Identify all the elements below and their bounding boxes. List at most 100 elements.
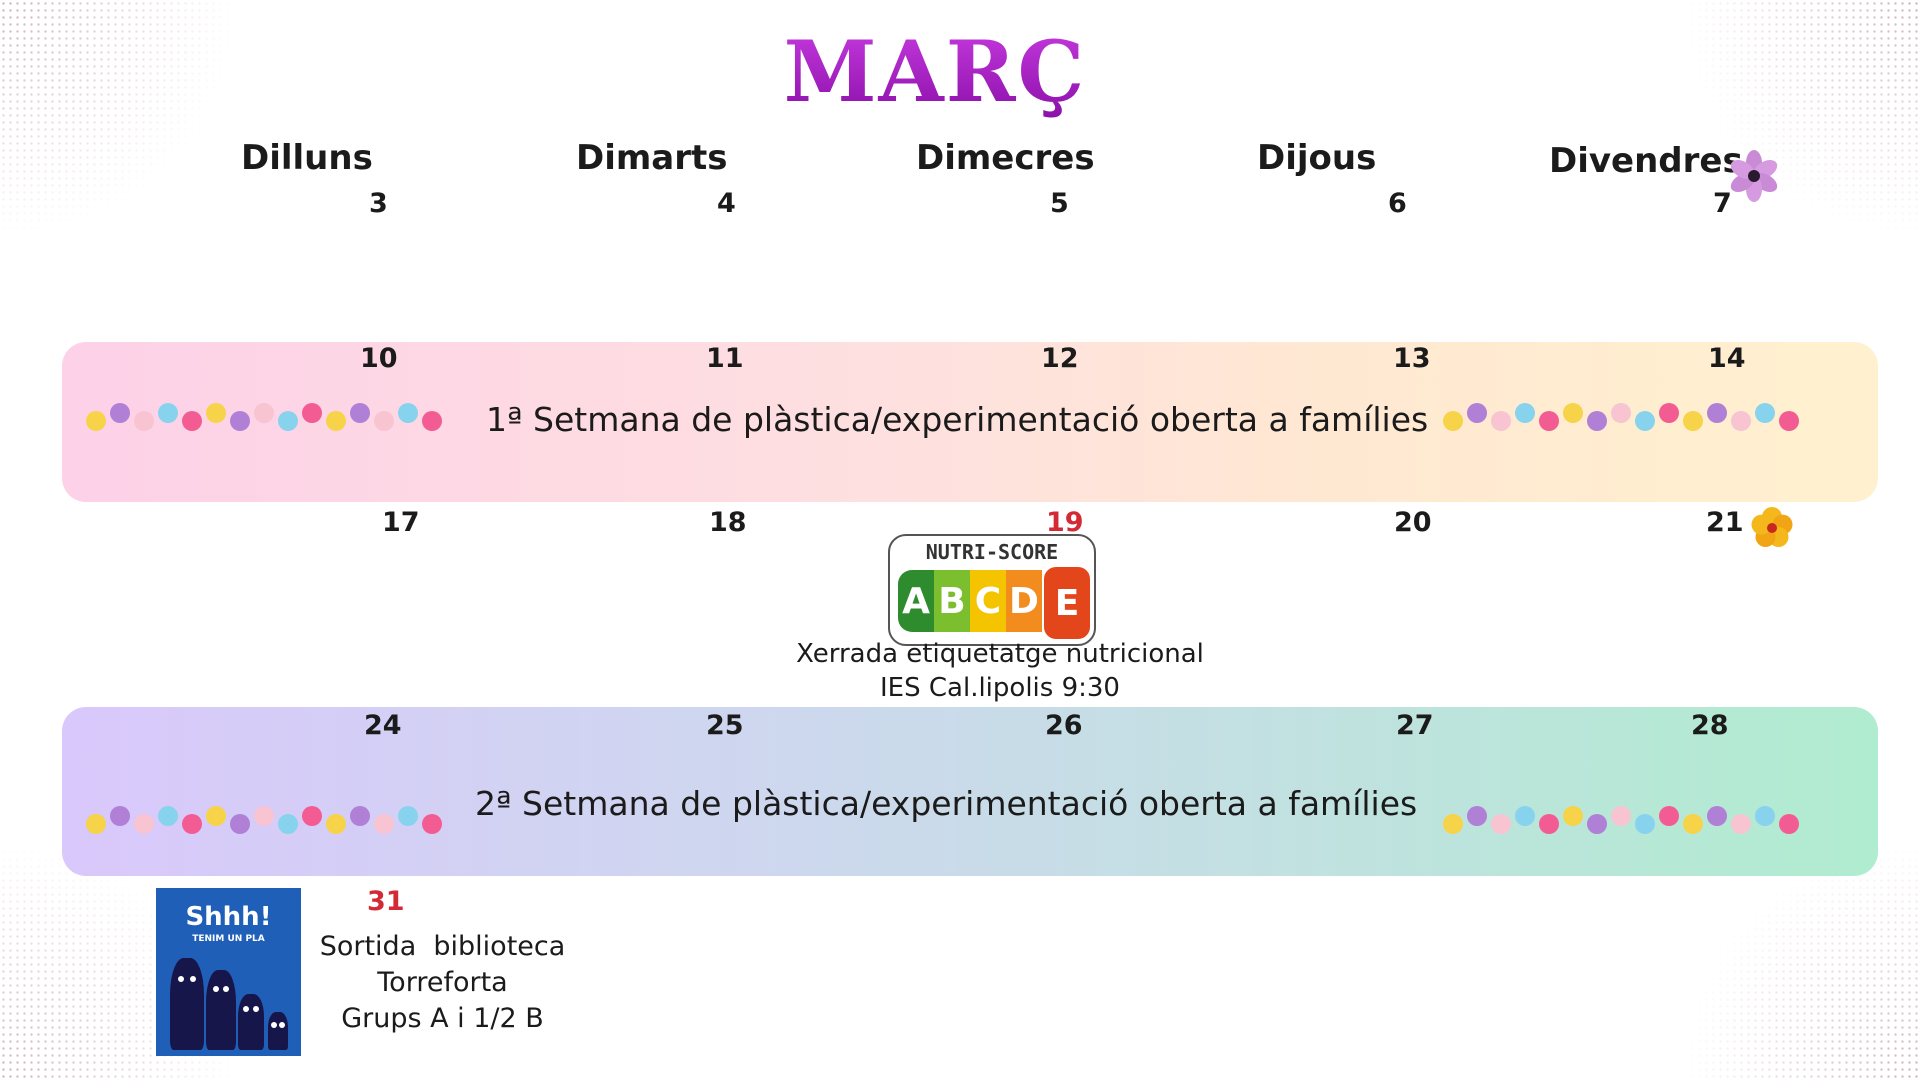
day-number: 11 (706, 343, 744, 374)
day-number: 26 (1045, 710, 1083, 741)
day-number: 10 (360, 343, 398, 374)
garland-dot (326, 814, 346, 834)
garland-dot (278, 411, 298, 431)
nutri-grade: D (1006, 570, 1042, 632)
day-number: 25 (706, 710, 744, 741)
dot-garland-right (1443, 806, 1799, 834)
week-band-2 (62, 707, 1878, 876)
day-number: 6 (1388, 188, 1407, 219)
garland-dot (398, 403, 418, 423)
garland-dot (1539, 411, 1559, 431)
day-number: 3 (369, 188, 388, 219)
garland-dot (1755, 403, 1775, 423)
outing-line-2: Torreforta (377, 967, 508, 998)
day-number: 27 (1396, 710, 1434, 741)
nutri-score-label: NUTRI-SCORE (925, 540, 1059, 564)
book-figure (268, 1012, 288, 1050)
band-1-text: 1ª Setmana de plàstica/experimentació ob… (486, 400, 1429, 439)
garland-dot (1635, 411, 1655, 431)
garland-dot (374, 411, 394, 431)
dot-garland-left (86, 403, 442, 431)
weekday-wednesday: Dimecres (916, 138, 1095, 178)
outing-line-1: Sortida biblioteca (319, 931, 566, 962)
garland-dot (374, 814, 394, 834)
garland-dot (1515, 806, 1535, 826)
dot-garland-right (1443, 403, 1799, 431)
garland-dot (302, 806, 322, 826)
garland-dot (254, 403, 274, 423)
day-number: 28 (1691, 710, 1729, 741)
book-title: Shhh! (185, 902, 272, 932)
month-title: MARÇ (0, 22, 1870, 121)
garland-dot (1467, 806, 1487, 826)
weekday-monday: Dilluns (241, 138, 373, 178)
day-number: 12 (1041, 343, 1079, 374)
day-number-highlighted: 19 (1046, 507, 1084, 538)
garland-dot (350, 403, 370, 423)
day-number: 5 (1050, 188, 1069, 219)
yellow-flower-icon (1751, 507, 1793, 547)
garland-dot (134, 814, 154, 834)
decorative-dots-bottom-right (1680, 840, 1920, 1080)
garland-dot (1491, 814, 1511, 834)
nutri-grade: A (898, 570, 934, 632)
garland-dot (1683, 814, 1703, 834)
garland-dot (1467, 403, 1487, 423)
garland-dot (1755, 806, 1775, 826)
garland-dot (398, 806, 418, 826)
garland-dot (1515, 403, 1535, 423)
garland-dot (350, 806, 370, 826)
nutri-score-logo: NUTRI-SCORE A B C D E (888, 534, 1096, 646)
garland-dot (1587, 814, 1607, 834)
dot-garland-left (86, 806, 442, 834)
weekday-friday: Divendres (1549, 141, 1743, 181)
garland-dot (1443, 814, 1463, 834)
talk-line-2: IES Cal.lipolis 9:30 (880, 673, 1120, 703)
garland-dot (182, 411, 202, 431)
garland-dot (230, 814, 250, 834)
band-2-text: 2ª Setmana de plàstica/experimentació ob… (475, 784, 1418, 823)
garland-dot (1779, 814, 1799, 834)
day-number: 7 (1713, 188, 1732, 219)
garland-dot (206, 806, 226, 826)
book-figure (170, 958, 204, 1050)
day-number: 21 (1706, 507, 1744, 538)
talk-line-1: Xerrada etiquetatge nutricional (796, 639, 1204, 669)
day-number: 18 (709, 507, 747, 538)
weekday-tuesday: Dimarts (576, 138, 728, 178)
day-number: 17 (382, 507, 420, 538)
garland-dot (278, 814, 298, 834)
garland-dot (110, 403, 130, 423)
day-number: 14 (1708, 343, 1746, 374)
garland-dot (206, 403, 226, 423)
nutri-grade: B (934, 570, 970, 632)
garland-dot (158, 806, 178, 826)
book-figure (238, 994, 264, 1050)
garland-dot (1779, 411, 1799, 431)
garland-dot (158, 403, 178, 423)
book-figure (206, 970, 236, 1050)
garland-dot (1563, 806, 1583, 826)
garland-dot (1707, 806, 1727, 826)
purple-flower-icon (1730, 150, 1778, 202)
garland-dot (86, 814, 106, 834)
talk-caption: Xerrada etiquetatge nutricional IES Cal.… (790, 637, 1210, 705)
outing-line-3: Grups A i 1/2 B (341, 1003, 544, 1034)
day-number: 24 (364, 710, 402, 741)
nutri-grade: C (970, 570, 1006, 632)
day-number: 13 (1393, 343, 1431, 374)
garland-dot (86, 411, 106, 431)
garland-dot (1611, 403, 1631, 423)
day-number: 20 (1394, 507, 1432, 538)
day-number-highlighted: 31 (367, 886, 405, 917)
garland-dot (422, 814, 442, 834)
book-subtitle: TENIM UN PLA (192, 934, 265, 944)
garland-dot (326, 411, 346, 431)
outing-caption: Sortida biblioteca Torreforta Grups A i … (305, 929, 580, 1037)
book-cover-image: Shhh! TENIM UN PLA (156, 888, 301, 1056)
garland-dot (110, 806, 130, 826)
garland-dot (1707, 403, 1727, 423)
garland-dot (134, 411, 154, 431)
nutri-grade-selected: E (1042, 565, 1092, 641)
garland-dot (1563, 403, 1583, 423)
